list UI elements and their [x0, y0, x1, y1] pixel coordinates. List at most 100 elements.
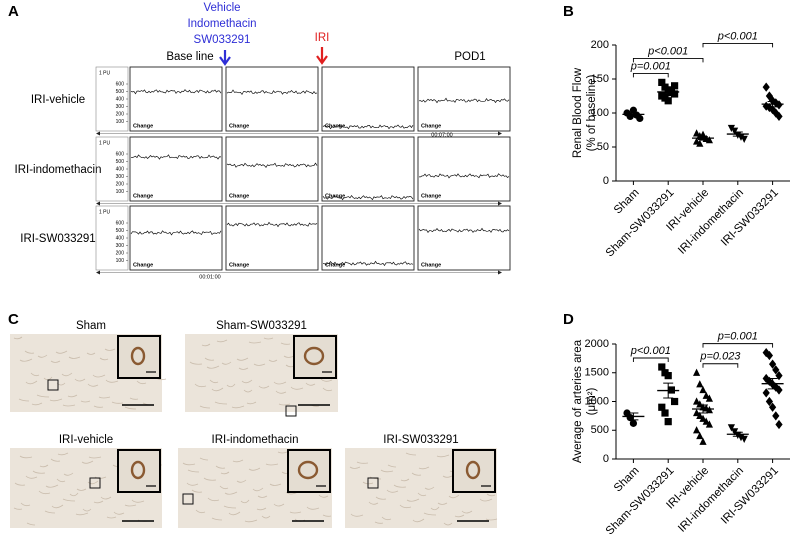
box-label: Change [421, 262, 441, 268]
image-title: Sham-SW033291 [216, 320, 307, 332]
data-point [775, 371, 783, 381]
unit-label: 1 PU [99, 140, 111, 146]
error-bar [732, 131, 743, 137]
data-point [769, 96, 777, 106]
error-bar [698, 404, 708, 414]
trace-box [321, 136, 415, 202]
data-point [772, 382, 780, 392]
data-point [664, 418, 672, 426]
panel-label: D [563, 311, 574, 328]
trace-tick-label: 500 [116, 228, 125, 234]
p-value: p<0.001 [647, 45, 688, 57]
box-label: Change [133, 123, 153, 129]
data-point [727, 124, 735, 133]
trace [226, 162, 318, 168]
trace-tick-label: 200 [116, 181, 125, 187]
trace [130, 154, 222, 160]
trace-tick-label: 100 [116, 189, 125, 195]
data-point [775, 111, 783, 121]
box-label: Change [229, 193, 249, 199]
trace-box [225, 136, 319, 202]
artery [465, 460, 481, 480]
trace-box [321, 66, 415, 132]
trace-box [321, 205, 415, 271]
significance-bracket [632, 357, 669, 362]
box-label: Change [133, 262, 153, 268]
trace [226, 221, 318, 228]
error-bar [767, 378, 778, 390]
y-tick-label: 200 [591, 39, 609, 51]
trace-tick-label: 200 [116, 111, 125, 117]
arrow [219, 50, 231, 66]
data-point [699, 437, 707, 445]
data-point [658, 403, 666, 411]
data-point [765, 350, 773, 361]
box-label: Change [325, 193, 345, 199]
data-point [702, 391, 710, 399]
image-title: IRI-vehicle [59, 434, 113, 446]
data-point [699, 130, 707, 138]
trace-tick-label: 100 [116, 119, 125, 125]
trace-tick-label: 400 [116, 96, 125, 102]
data-point [629, 419, 638, 427]
unit-label: 1 PU [99, 209, 111, 215]
data-point [693, 408, 701, 417]
data-point [671, 397, 679, 406]
data-point [772, 98, 780, 108]
trace-tick-label: 600 [116, 151, 125, 157]
trace [226, 89, 318, 96]
x-tick-label: IRI-indomethacin [676, 465, 746, 535]
box-label: Change [421, 193, 441, 199]
x-tick-label: Sham [612, 465, 642, 495]
artery [303, 346, 325, 366]
error-bar [663, 89, 674, 95]
p-value: p=0.001 [630, 60, 671, 72]
significance-bracket [702, 363, 739, 368]
region-marker [367, 477, 379, 489]
error-bar [767, 100, 778, 108]
trace-tick-label: 400 [116, 166, 125, 172]
data-point [702, 417, 710, 425]
panel-label: A [8, 3, 19, 20]
data-point [696, 411, 704, 419]
trace-tick-label: 600 [116, 220, 125, 226]
p-value: p<0.001 [717, 30, 758, 42]
box-label: Change [229, 123, 249, 129]
data-point [696, 400, 704, 408]
data-point [693, 426, 701, 434]
trace-box [225, 205, 319, 271]
inset [117, 449, 161, 493]
trace-tick-label: 300 [116, 174, 125, 180]
artery [297, 460, 319, 480]
data-point [693, 368, 701, 376]
region-marker [47, 379, 59, 391]
error-bar [628, 111, 639, 117]
y-tick-label: 1000 [585, 395, 609, 407]
y-tick-label: 0 [603, 453, 609, 465]
error-bar [628, 412, 639, 421]
trace-box [417, 66, 511, 132]
data-point [705, 136, 713, 144]
y-tick-label: 500 [591, 424, 609, 436]
data-point [671, 82, 679, 90]
artery [130, 346, 146, 366]
trace-tick-label: 300 [116, 104, 125, 110]
trace-box [129, 136, 223, 202]
image-title: IRI-SW033291 [383, 434, 458, 446]
x-tick-label: Sham [612, 187, 642, 217]
data-point [731, 127, 739, 135]
data-point [772, 365, 780, 375]
trace-tick-label: 300 [116, 243, 125, 249]
trace [130, 230, 222, 236]
data-point [727, 424, 735, 432]
p-value: p=0.023 [699, 351, 741, 363]
error-bar [732, 431, 743, 437]
trace [322, 260, 414, 267]
y-axis-label: Renal Blood Flow [572, 67, 584, 158]
data-point [762, 82, 770, 92]
unit-label: 1 PU [99, 70, 111, 76]
data-point [661, 409, 669, 417]
box-label: Change [421, 123, 441, 129]
y-tick-label: 0 [603, 175, 609, 187]
pod-label: POD1 [454, 51, 485, 63]
